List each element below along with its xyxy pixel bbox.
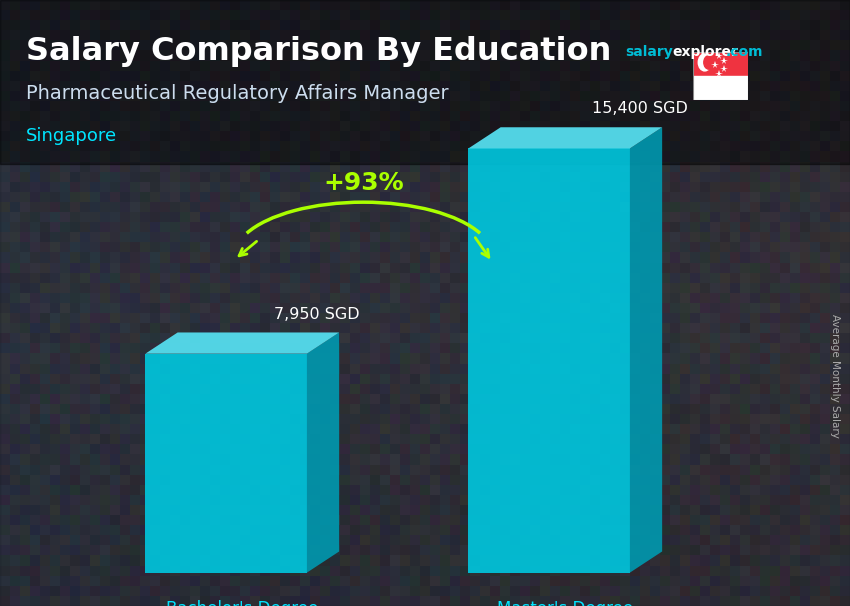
Bar (693, 76, 748, 100)
Polygon shape (145, 333, 339, 354)
Text: Salary Comparison By Education: Salary Comparison By Education (26, 36, 611, 67)
Text: Pharmaceutical Regulatory Affairs Manager: Pharmaceutical Regulatory Affairs Manage… (26, 84, 448, 104)
Text: Singapore: Singapore (26, 127, 116, 145)
Text: Bachelor's Degree: Bachelor's Degree (166, 600, 319, 606)
Polygon shape (307, 333, 339, 573)
Polygon shape (468, 127, 662, 148)
Text: .com: .com (726, 44, 763, 59)
Bar (0, 0, 850, 164)
Text: 7,950 SGD: 7,950 SGD (274, 307, 360, 322)
Text: 15,400 SGD: 15,400 SGD (592, 101, 688, 116)
Circle shape (698, 54, 711, 71)
Text: +93%: +93% (323, 171, 404, 195)
Text: Master's Degree: Master's Degree (497, 600, 633, 606)
Polygon shape (630, 127, 662, 573)
Text: Average Monthly Salary: Average Monthly Salary (830, 314, 840, 438)
Text: explorer: explorer (672, 44, 738, 59)
Text: salary: salary (625, 44, 672, 59)
Polygon shape (468, 148, 630, 573)
Polygon shape (145, 354, 307, 573)
Bar (693, 52, 748, 76)
Circle shape (704, 56, 714, 69)
